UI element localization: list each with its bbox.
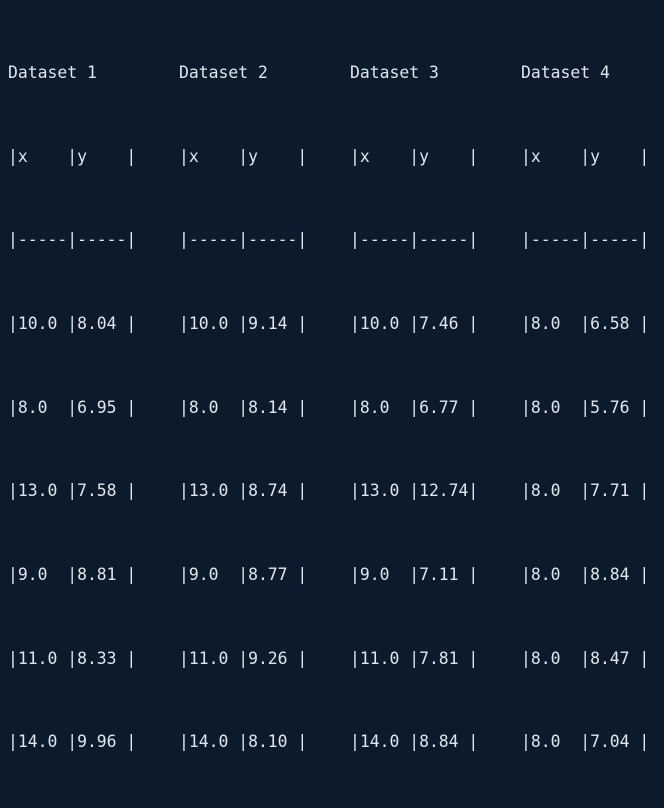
- table-row: |8.0 |8.47 |: [521, 648, 650, 668]
- table-row: |11.0 |7.81 |: [350, 648, 479, 668]
- dataset-table: Dataset 3 |x |y | |-----|-----| |10.0 |7…: [350, 3, 478, 808]
- table-row: |8.0 |8.84 |: [521, 565, 650, 585]
- table-row: |10.0 |7.46 |: [350, 313, 479, 333]
- table-header: |x |y |: [350, 146, 479, 166]
- table-row: |8.0 |6.58 |: [521, 313, 650, 333]
- table-separator: |-----|-----|: [179, 230, 308, 250]
- dataset-table: Dataset 2 |x |y | |-----|-----| |10.0 |9…: [179, 3, 307, 808]
- table-separator: |-----|-----|: [350, 230, 479, 250]
- table-row: |8.0 |6.95 |: [8, 397, 137, 417]
- table-row: |14.0 |8.84 |: [350, 732, 479, 752]
- table-row: |11.0 |8.33 |: [8, 648, 137, 668]
- table-row: |9.0 |7.11 |: [350, 565, 479, 585]
- table-row: |14.0 |9.96 |: [8, 732, 137, 752]
- dataset-title: Dataset 2: [179, 62, 268, 82]
- table-row: |8.0 |7.04 |: [521, 732, 650, 752]
- dataset-title: Dataset 1: [8, 62, 97, 82]
- table-header: |x |y |: [179, 146, 308, 166]
- table-header: |x |y |: [521, 146, 650, 166]
- table-separator: |-----|-----|: [8, 230, 137, 250]
- dataset-title: Dataset 3: [350, 62, 439, 82]
- table-row: |10.0 |8.04 |: [8, 313, 137, 333]
- table-row: |9.0 |8.77 |: [179, 565, 308, 585]
- table-row: |8.0 |7.71 |: [521, 481, 650, 501]
- table-row: |11.0 |9.26 |: [179, 648, 308, 668]
- table-row: |9.0 |8.81 |: [8, 565, 137, 585]
- table-row: |8.0 |6.77 |: [350, 397, 479, 417]
- table-row: |8.0 |8.14 |: [179, 397, 308, 417]
- dataset-table: Dataset 1 |x |y | |-----|-----| |10.0 |8…: [8, 3, 136, 808]
- table-row: |8.0 |5.76 |: [521, 397, 650, 417]
- terminal-output: Dataset 1 |x |y | |-----|-----| |10.0 |8…: [8, 62, 650, 752]
- dataset-title: Dataset 4: [521, 62, 610, 82]
- table-header: |x |y |: [8, 146, 137, 166]
- table-separator: |-----|-----|: [521, 230, 650, 250]
- table-row: |13.0 |12.74|: [350, 481, 479, 501]
- table-row: |10.0 |9.14 |: [179, 313, 308, 333]
- table-row: |13.0 |7.58 |: [8, 481, 137, 501]
- table-row: |14.0 |8.10 |: [179, 732, 308, 752]
- table-row: |13.0 |8.74 |: [179, 481, 308, 501]
- dataset-table: Dataset 4 |x |y | |-----|-----| |8.0 |6.…: [521, 3, 649, 808]
